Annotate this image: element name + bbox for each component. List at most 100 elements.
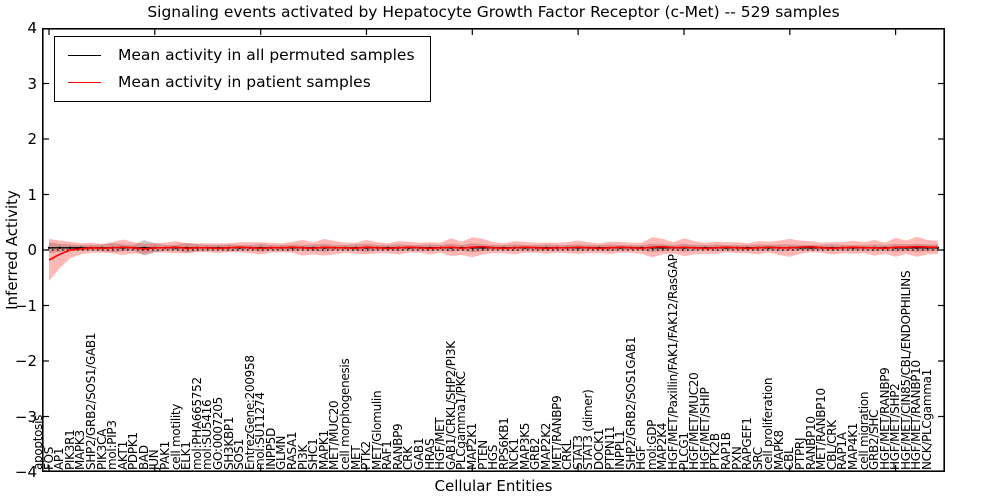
permuted-mean-marker [820,246,823,249]
legend-item-patient: Mean activity in patient samples [68,73,415,91]
permuted-mean-marker [196,246,199,249]
permuted-mean-marker [735,246,739,249]
permuted-mean-marker [778,246,781,249]
permuted-mean-marker [280,246,283,249]
permuted-mean-marker [883,246,887,249]
y-tick-label: −1 [14,296,37,315]
permuted-mean-marker [312,246,315,249]
permuted-mean-marker [90,246,93,249]
permuted-mean-marker [915,246,918,249]
y-tick-label: −3 [14,407,37,426]
permuted-mean-marker [418,246,421,249]
permuted-mean-marker [344,246,347,249]
permuted-mean-marker [121,246,125,249]
permuted-mean-marker [746,246,749,249]
permuted-mean-marker [629,246,633,249]
patient-mean-line [48,245,938,261]
permuted-mean-marker [132,246,135,249]
permuted-mean-marker [100,246,104,249]
permuted-mean-marker [703,246,707,249]
permuted-mean-marker [534,246,537,249]
permuted-mean-marker [873,246,876,249]
permuted-mean-marker [651,246,654,249]
permuted-mean-marker [756,246,760,249]
permuted-mean-marker [492,246,495,249]
permuted-mean-marker [450,246,453,249]
legend-label-permuted: Mean activity in all permuted samples [118,46,415,64]
permuted-mean-marker [672,246,675,249]
permuted-mean-marker [799,246,802,249]
y-tick-label: 4 [27,19,37,37]
permuted-mean-marker [661,246,664,249]
permuted-mean-marker [555,246,559,249]
permuted-mean-marker [682,246,686,249]
permuted-mean-marker [830,246,834,249]
permuted-mean-marker [69,246,72,249]
permuted-mean-marker [471,246,474,249]
permuted-mean-marker [788,246,791,249]
permuted-mean-marker [354,246,358,249]
permuted-mean-marker [291,246,294,249]
permuted-mean-marker [238,246,241,249]
y-tick-label: 2 [27,130,37,148]
patient-band [49,236,938,282]
chart-title: Signaling events activated by Hepatocyte… [147,3,840,21]
permuted-mean-marker [333,246,336,249]
plot-area: apoptosis FOS AP1 PIK3R1 MAPK3 SHP2/GRB2/SOS1… [31,28,945,472]
permuted-mean-marker [206,246,209,249]
permuted-mean-marker [767,246,770,249]
x-entity-label: NCK/PLCgamma1 [920,368,934,470]
y-tick-label: 3 [27,74,37,93]
permuted-mean-marker [217,246,220,249]
permuted-mean-marker [513,246,516,249]
permuted-mean-marker [809,246,813,249]
permuted-mean-marker [365,246,368,249]
permuted-mean-marker [905,246,908,249]
permuted-mean-marker [841,246,844,249]
legend: Mean activity in all permuted samples Me… [54,36,431,102]
permuted-mean-marker [926,246,929,249]
permuted-mean-marker [524,246,527,249]
permuted-mean-marker [576,246,580,249]
permuted-mean-marker [174,246,178,249]
permuted-mean-marker [47,246,51,249]
permuted-mean-marker [270,246,273,249]
y-tick-label: −4 [14,463,37,481]
permuted-mean-marker [608,246,612,249]
permuted-mean-marker [460,246,463,249]
permuted-mean-marker [375,246,379,249]
permuted-mean-marker [301,246,305,249]
permuted-mean-marker [693,246,696,249]
permuted-mean-marker [481,246,485,249]
y-tick-label: 0 [27,241,37,259]
permuted-mean-marker [58,246,61,249]
permuted-mean-marker [502,246,506,249]
permuted-mean-marker [619,246,622,249]
permuted-mean-marker [323,246,326,249]
permuted-mean-marker [397,246,400,249]
permuted-mean-marker [79,246,82,249]
permuted-mean-marker [407,246,410,249]
permuted-mean-marker [894,246,897,249]
permuted-mean-marker [153,246,156,249]
permuted-mean-marker [439,246,442,249]
permuted-mean-marker [386,246,389,249]
legend-item-permuted: Mean activity in all permuted samples [68,46,415,64]
permuted-mean-marker [862,246,866,249]
permuted-mean-marker [725,246,728,249]
permuted-mean-marker [545,246,548,249]
permuted-mean-marker [248,246,252,249]
y-tick-label: 1 [27,185,37,204]
permuted-mean-marker [428,246,432,249]
permuted-line-swatch [68,54,101,56]
permuted-mean-marker [640,246,643,249]
permuted-mean-marker [852,246,855,249]
permuted-mean-marker [143,246,146,249]
permuted-band [49,240,938,256]
permuted-mean-marker [566,246,569,249]
patient-line-swatch [68,81,101,83]
permuted-mean-marker [227,246,231,249]
permuted-mean-marker [598,246,601,249]
permuted-mean-marker [185,246,188,249]
